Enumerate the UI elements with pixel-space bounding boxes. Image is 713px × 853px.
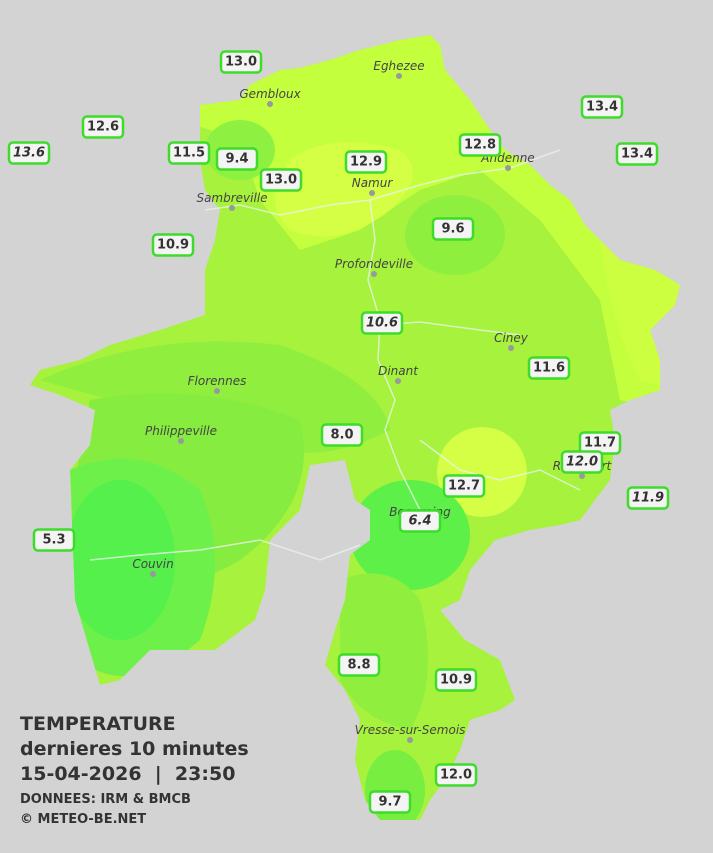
station-value: 12.6 [87, 120, 119, 135]
city-label: Couvin [132, 557, 173, 571]
station-value: 5.3 [42, 533, 65, 548]
station-box [7, 141, 51, 165]
station-value: 13.4 [621, 147, 653, 162]
station-value: 9.4 [225, 152, 248, 167]
station-value: 6.4 [408, 514, 431, 529]
station-value: 13.0 [225, 55, 257, 70]
city-dot [369, 190, 375, 196]
station-value: 10.9 [157, 238, 189, 253]
city-dot [150, 571, 156, 577]
city-label: Vresse-sur-Semois [355, 723, 466, 737]
station-box [259, 168, 303, 192]
station-box [431, 217, 475, 241]
station-value: 9.6 [441, 222, 464, 237]
city-dot [505, 165, 511, 171]
station-box [81, 115, 125, 139]
city-layer: EghezeeGemblouxAndenneNamurSambrevillePr… [132, 59, 613, 743]
station-value: 9.7 [378, 795, 401, 810]
station-box [167, 141, 211, 165]
station-box [398, 509, 442, 533]
city-label: Florennes [188, 374, 247, 388]
station-box [527, 356, 571, 380]
station-box [344, 150, 388, 174]
station-value: 13.4 [586, 100, 618, 115]
legend-title: TEMPERATURE [20, 713, 176, 735]
station-value: 8.0 [330, 428, 353, 443]
station-value: 12.8 [464, 138, 496, 153]
station-value: 12.7 [448, 479, 480, 494]
legend-subtitle: dernieres 10 minutes [20, 738, 249, 760]
station-box [215, 147, 259, 171]
station-value: 11.7 [584, 436, 616, 451]
station-value: 11.5 [173, 146, 205, 161]
city-dot [214, 388, 220, 394]
station-value: 8.8 [347, 658, 370, 673]
city-dot [395, 378, 401, 384]
city-label: Philippeville [145, 424, 217, 438]
station-box [360, 311, 404, 335]
station-box [626, 486, 670, 510]
station-box [434, 668, 478, 692]
station-value: 10.6 [366, 316, 398, 331]
station-value: 10.9 [440, 673, 472, 688]
station-value: 11.6 [533, 361, 565, 376]
legend-copyright: © METEO-BE.NET [20, 812, 146, 827]
city-label: Ciney [494, 331, 529, 345]
station-box [560, 450, 604, 474]
station-box [32, 528, 76, 552]
city-dot [229, 205, 235, 211]
station-box [219, 50, 263, 74]
station-box [580, 95, 624, 119]
station-box [458, 133, 502, 157]
station-value: 13.0 [265, 173, 297, 188]
legend-source: DONNEES: IRM & BMCB [20, 792, 191, 807]
legend-timestamp: 15-04-2026 | 23:50 [20, 763, 235, 785]
city-dot [508, 345, 514, 351]
station-value: 13.6 [13, 146, 45, 161]
station-value: 12.0 [566, 455, 598, 470]
city-dot [396, 73, 402, 79]
city-label: Namur [352, 176, 394, 190]
station-box [442, 474, 486, 498]
station-layer: 13.0 12.6 13.6 11.5 9.4 13.0 12.9 12.8 13.4 13.4 1… [7, 50, 670, 814]
city-label: Eghezee [373, 59, 424, 73]
city-label: Gembloux [239, 87, 301, 101]
station-box [320, 423, 364, 447]
city-dot [407, 737, 413, 743]
city-dot [267, 101, 273, 107]
station-box [151, 233, 195, 257]
station-box [615, 142, 659, 166]
station-box [337, 653, 381, 677]
city-dot [178, 438, 184, 444]
city-label: Sambreville [196, 191, 267, 205]
station-value: 11.9 [632, 491, 664, 506]
station-box [434, 763, 478, 787]
city-label: Dinant [378, 364, 419, 378]
station-value: 12.9 [350, 155, 382, 170]
city-dot [371, 271, 377, 277]
station-box [368, 790, 412, 814]
station-value: 12.0 [440, 768, 472, 783]
city-dot [579, 473, 585, 479]
city-label: Profondeville [335, 257, 413, 271]
